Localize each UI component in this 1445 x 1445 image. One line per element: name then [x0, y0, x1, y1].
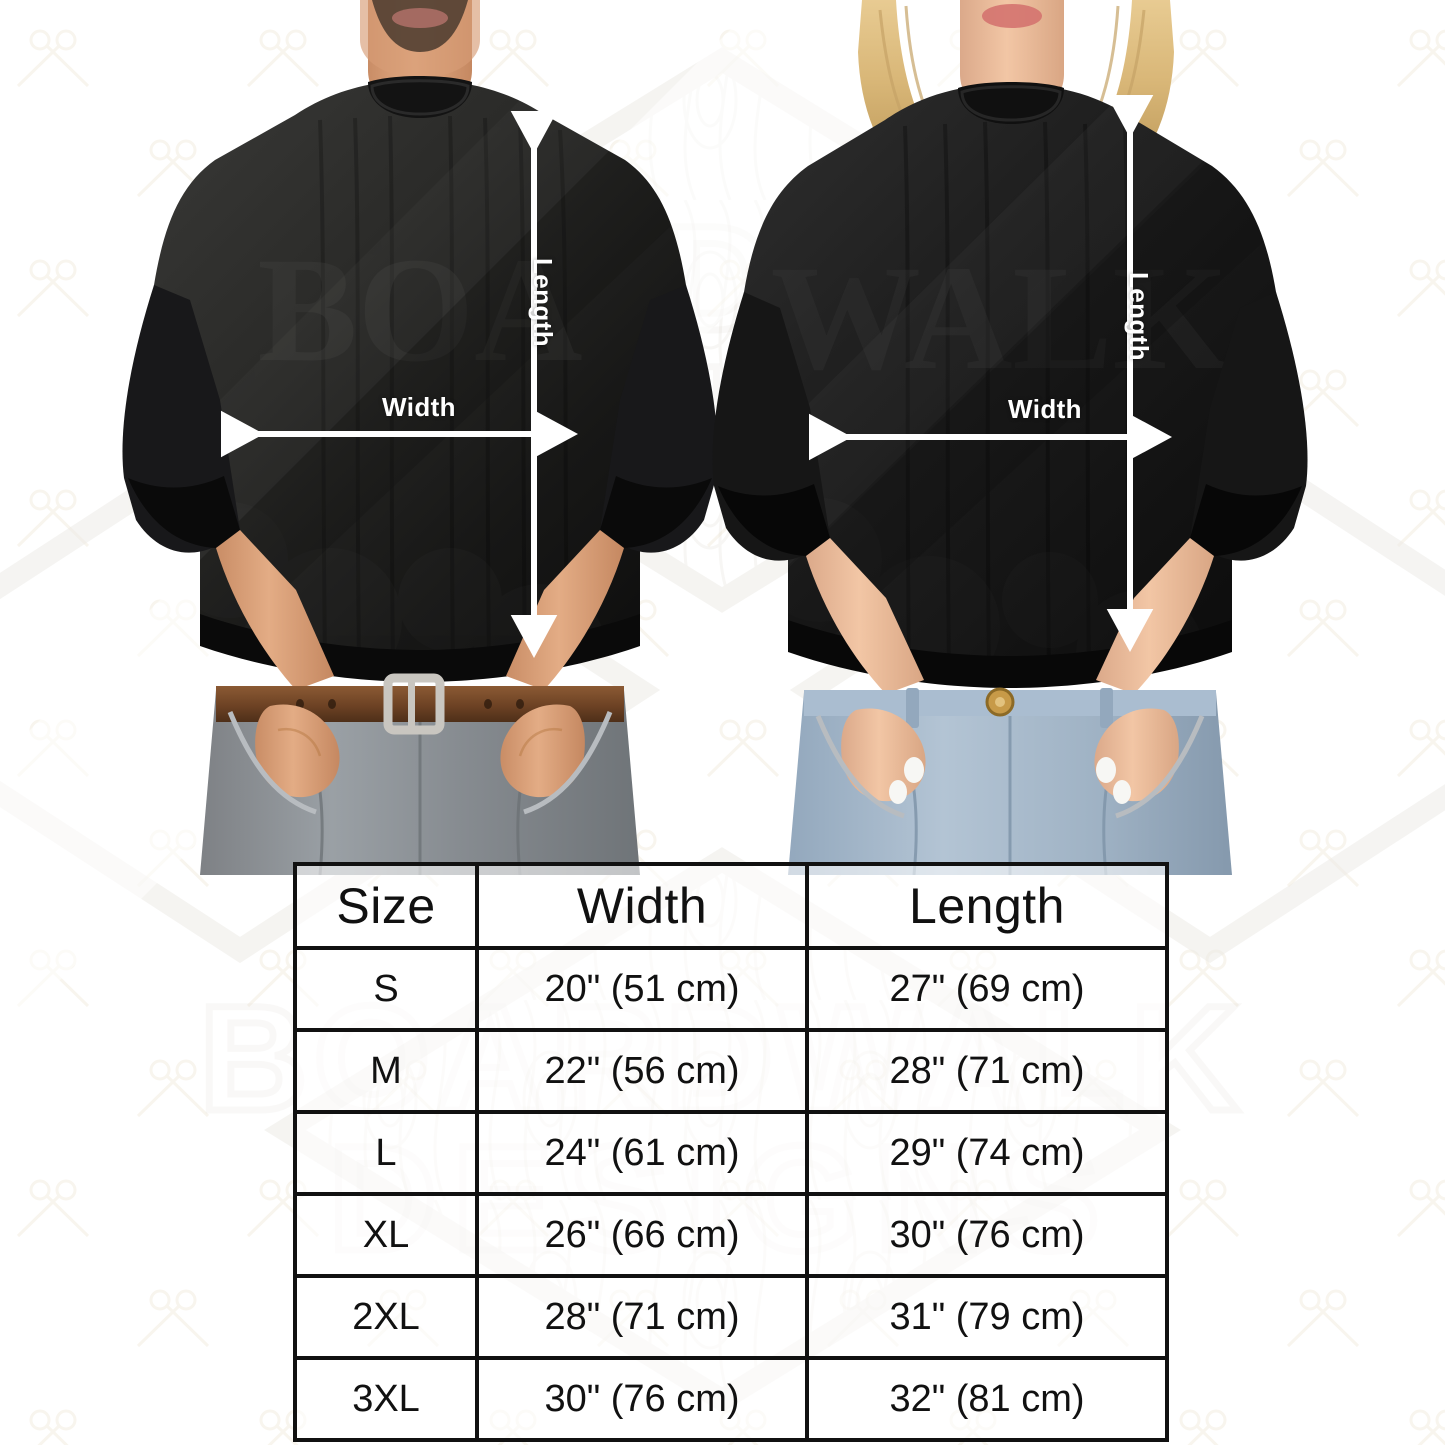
cell-width: 20" (51 cm) — [475, 946, 809, 1032]
length-label-male: Length — [528, 258, 558, 348]
size-chart-table-wrapper: Size Width Length S 20" (51 cm) 27" (69 cm… — [293, 862, 1169, 1442]
cell-length: 29" (74 cm) — [805, 1110, 1169, 1196]
size-chart-table: Size Width Length S 20" (51 cm) 27" (69 cm… — [293, 862, 1169, 1442]
cell-length: 28" (71 cm) — [805, 1028, 1169, 1114]
cell-size: M — [293, 1028, 479, 1114]
table-row: 3XL 30" (76 cm) 32" (81 cm) — [293, 1356, 1169, 1442]
model-photos: BOA — [120, 0, 1320, 875]
cell-width: 24" (61 cm) — [475, 1110, 809, 1196]
cell-size: S — [293, 946, 479, 1032]
table-row: S 20" (51 cm) 27" (69 cm) — [293, 946, 1169, 1032]
cell-length: 31" (79 cm) — [805, 1274, 1169, 1360]
table-row: M 22" (56 cm) 28" (71 cm) — [293, 1028, 1169, 1114]
table-row: L 24" (61 cm) 29" (74 cm) — [293, 1110, 1169, 1196]
length-label-female: Length — [1124, 272, 1154, 362]
model-male: BOA — [120, 0, 720, 875]
column-header-width: Width — [475, 862, 809, 950]
cell-width: 22" (56 cm) — [475, 1028, 809, 1114]
table-row: XL 26" (66 cm) 30" (76 cm) — [293, 1192, 1169, 1278]
column-header-size: Size — [293, 862, 479, 950]
cell-size: L — [293, 1110, 479, 1196]
cell-size: 3XL — [293, 1356, 479, 1442]
cell-length: 27" (69 cm) — [805, 946, 1169, 1032]
cell-width: 30" (76 cm) — [475, 1356, 809, 1442]
column-header-length: Length — [805, 862, 1169, 950]
cell-length: 32" (81 cm) — [805, 1356, 1169, 1442]
cell-size: XL — [293, 1192, 479, 1278]
cell-width: 26" (66 cm) — [475, 1192, 809, 1278]
width-label-female: Width — [1008, 394, 1082, 424]
model-female: WALK — [700, 0, 1320, 875]
cell-length: 30" (76 cm) — [805, 1192, 1169, 1278]
cell-size: 2XL — [293, 1274, 479, 1360]
cell-width: 28" (71 cm) — [475, 1274, 809, 1360]
width-label-male: Width — [382, 392, 456, 422]
table-header-row: Size Width Length — [293, 862, 1169, 950]
table-row: 2XL 28" (71 cm) 31" (79 cm) — [293, 1274, 1169, 1360]
